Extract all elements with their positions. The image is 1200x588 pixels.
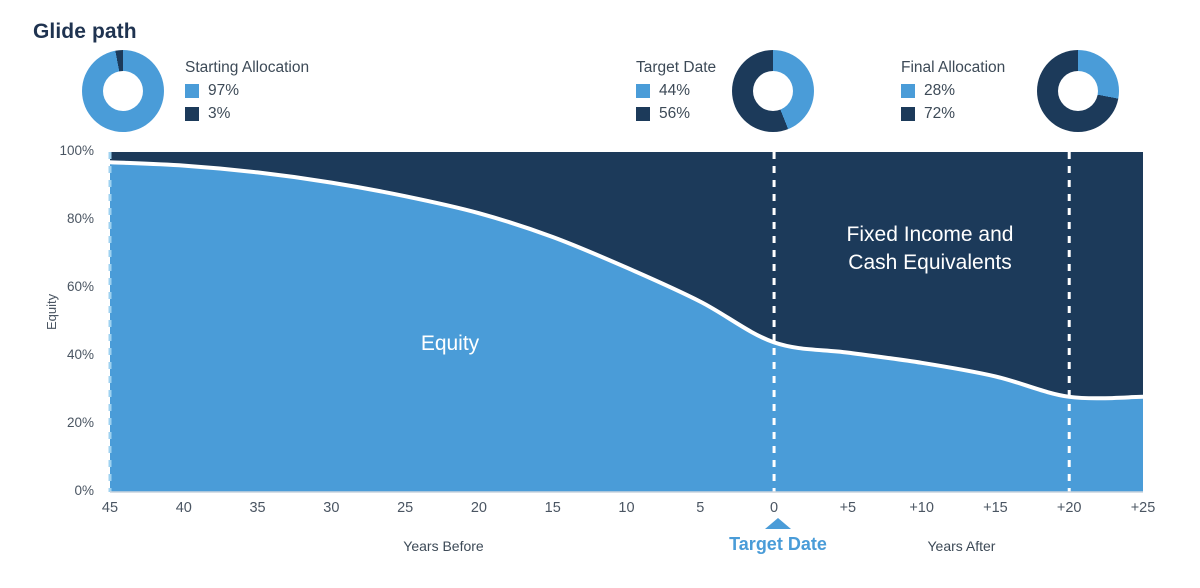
legend-swatch-equity	[636, 84, 650, 98]
x-axis-tick: +5	[839, 500, 857, 516]
x-axis-tick: 0	[770, 500, 779, 516]
legend-title: Target Date	[636, 59, 717, 76]
axis-caption-years-before: Years Before	[403, 538, 484, 554]
x-axis-tick: 35	[249, 500, 266, 516]
page-title: Glide path	[33, 20, 137, 43]
donut-chart-target-date	[732, 50, 814, 132]
x-axis-tick: +10	[909, 500, 934, 516]
donut-hole	[753, 71, 793, 111]
axis-caption-target-date: Target Date	[729, 534, 827, 554]
x-axis-tick: 15	[544, 500, 561, 516]
legend-value-fixed-income: 3%	[208, 105, 231, 122]
legend-value-fixed-income: 56%	[659, 105, 691, 122]
y-axis-title: Equity	[44, 293, 59, 330]
target-date-arrow-icon	[765, 518, 791, 529]
y-axis-tick: 40%	[66, 347, 94, 362]
x-axis-tick: +15	[983, 500, 1008, 516]
donut-chart-final-allocation	[1037, 50, 1119, 132]
legend-target-date: Target Date 44% 56%	[636, 59, 716, 123]
legend-swatch-fixed-income	[185, 107, 199, 121]
legend-swatch-fixed-income	[901, 107, 915, 121]
legend-starting-allocation: Starting Allocation 97% 3%	[185, 59, 309, 123]
y-axis-tick: 80%	[66, 211, 94, 226]
legend-row-equity: 97%	[185, 82, 309, 100]
donut-block-starting-allocation: Starting Allocation 97% 3%	[82, 50, 392, 142]
donut-block-final-allocation: Final Allocation 28% 72%	[901, 50, 1200, 142]
x-axis-tick: 30	[323, 500, 340, 516]
donut-hole	[1058, 71, 1098, 111]
legend-final-allocation: Final Allocation 28% 72%	[901, 59, 1005, 123]
legend-value-equity: 44%	[659, 82, 691, 99]
legend-row-equity: 28%	[901, 82, 1005, 100]
legend-value-equity: 28%	[924, 82, 956, 99]
legend-row-fixed-income: 56%	[636, 105, 716, 123]
legend-row-fixed-income: 3%	[185, 105, 309, 123]
legend-title: Final Allocation	[901, 59, 1006, 76]
legend-title: Starting Allocation	[185, 59, 310, 76]
legend-row-equity: 44%	[636, 82, 716, 100]
legend-swatch-fixed-income	[636, 107, 650, 121]
legend-row-fixed-income: 72%	[901, 105, 1005, 123]
donut-hole	[103, 71, 143, 111]
y-axis-tick: 0%	[74, 483, 94, 498]
x-axis-tick: 40	[175, 500, 192, 516]
legend-value-fixed-income: 72%	[924, 105, 956, 122]
y-axis-tick: 60%	[66, 279, 94, 294]
x-axis-tick: 10	[618, 500, 635, 516]
y-axis-tick: 100%	[59, 143, 94, 158]
x-axis-tick: +25	[1130, 500, 1156, 516]
x-axis-tick: 20	[470, 500, 487, 516]
y-axis-tick: 20%	[66, 415, 94, 430]
donut-chart-starting-allocation	[82, 50, 164, 132]
x-axis-tick: 5	[696, 500, 705, 516]
x-axis-tick: +20	[1056, 500, 1082, 516]
series-label-equity: Equity	[420, 332, 480, 355]
legend-swatch-equity	[901, 84, 915, 98]
axis-caption-years-after: Years After	[927, 538, 996, 554]
legend-value-equity: 97%	[208, 82, 240, 99]
donut-block-target-date: Target Date 44% 56%	[636, 50, 936, 142]
legend-swatch-equity	[185, 84, 199, 98]
x-axis-tick: 45	[101, 500, 119, 516]
series-label-fixed-income: Fixed Income and Cash Equivalents	[846, 223, 1014, 274]
x-axis-tick: 25	[397, 500, 414, 516]
